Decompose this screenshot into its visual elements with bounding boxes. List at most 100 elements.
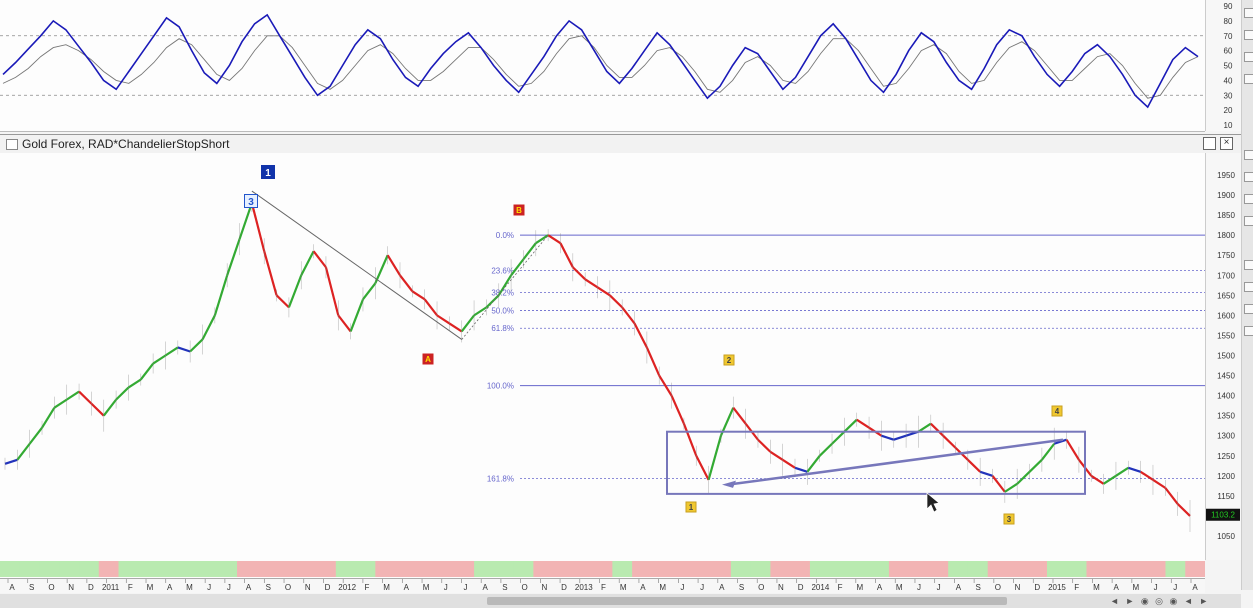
fib-level-label: 50.0% <box>491 307 514 316</box>
price-segment <box>991 475 1006 493</box>
toolbar-button[interactable] <box>1244 304 1253 314</box>
band-green-segment <box>138 561 159 577</box>
date-tick-label: J <box>917 583 921 592</box>
trend-line <box>251 190 463 340</box>
toolbar-button[interactable] <box>1244 52 1253 62</box>
fib-level-label: 61.8% <box>491 324 514 333</box>
price-segment <box>411 290 426 301</box>
band-red-segment <box>1027 561 1048 577</box>
price-segment <box>769 450 784 461</box>
date-tick-label: M <box>1093 583 1100 592</box>
scrollbar-thumb[interactable] <box>487 597 1007 605</box>
price-segment <box>238 202 253 240</box>
date-tick-label: M <box>147 583 154 592</box>
price-tick-label: 1850 <box>1217 211 1235 220</box>
date-tick-label: 2011 <box>102 583 120 592</box>
toolbar-button[interactable] <box>1244 194 1253 204</box>
horizontal-scrollbar[interactable]: ◄ ► ◉ ◎ ◉ ◄ ► <box>0 594 1241 608</box>
band-green-segment <box>967 561 989 577</box>
scroll-buttons[interactable]: ◄ ► ◉ ◎ ◉ ◄ ► <box>1110 596 1211 606</box>
fib-level-label: 161.8% <box>487 475 514 484</box>
price-segment <box>28 427 43 445</box>
wave-label-box <box>244 194 258 208</box>
price-segment <box>917 422 932 433</box>
toolbar-button[interactable] <box>1244 150 1253 160</box>
band-green-segment <box>750 561 771 577</box>
oscillator-tick-label: 40 <box>1224 76 1233 85</box>
price-segment <box>658 374 673 397</box>
band-red-segment <box>711 561 732 577</box>
oscillator-pane[interactable] <box>0 0 1205 132</box>
band-red-segment <box>1145 561 1166 577</box>
arrow-line <box>727 438 1064 486</box>
price-segment <box>177 346 191 353</box>
band-green-segment <box>217 561 238 577</box>
price-segment <box>90 402 105 417</box>
band-red-segment <box>888 561 910 577</box>
date-tick-label: 2013 <box>575 583 593 592</box>
toolbar-button[interactable] <box>1244 282 1253 292</box>
toolbar-button[interactable] <box>1244 326 1253 336</box>
date-tick-label: A <box>640 583 646 592</box>
price-segment <box>609 294 623 309</box>
date-tick-label: 2015 <box>1048 583 1066 592</box>
band-red-segment <box>632 561 653 577</box>
price-pane[interactable]: 0.0% 23.6% 38.2% 50.0% 61.8% 100.0% 161.8% 3 1 B A… <box>0 153 1205 560</box>
price-segment <box>189 338 204 353</box>
band-red-segment <box>414 561 436 577</box>
toolbar-button[interactable] <box>1244 260 1253 270</box>
date-tick-label: M <box>1133 583 1140 592</box>
pane-checkbox[interactable] <box>6 139 18 150</box>
oscillator-axis: 90 80 70 60 50 40 30 20 10 <box>1205 0 1242 131</box>
date-tick-label: A <box>167 583 173 592</box>
price-segment <box>1140 470 1154 481</box>
price-segment <box>1065 439 1080 461</box>
maximize-icon[interactable] <box>1203 137 1216 150</box>
price-segment <box>843 418 858 433</box>
price-segment <box>386 254 401 276</box>
wave-label-text: 3 <box>1007 515 1012 524</box>
band-green-segment <box>335 561 357 577</box>
date-tick-label: O <box>285 583 291 592</box>
price-segment <box>399 274 414 292</box>
band-red-segment <box>651 561 673 577</box>
oscillator-tick-label: 60 <box>1224 47 1233 56</box>
date-tick-label: M <box>896 583 903 592</box>
price-segment <box>1090 474 1105 485</box>
price-segment <box>362 282 377 301</box>
date-tick-label: 2014 <box>811 583 829 592</box>
wave-label-box <box>422 353 434 365</box>
oscillator-series-line <box>2 35 1199 99</box>
date-tick-label: M <box>383 583 390 592</box>
date-tick-label: O <box>48 583 54 592</box>
date-tick-label: F <box>1074 583 1079 592</box>
oscillator-tick-label: 70 <box>1224 32 1233 41</box>
oscillator-tick-label: 10 <box>1224 121 1233 130</box>
band-green-segment <box>730 561 752 577</box>
date-axis: A S O N D 2011 F M A M J J A S O N D 2012 F M A M J J A S O N D 2013 F… <box>0 578 1205 593</box>
date-tick-label: F <box>128 583 133 592</box>
band-green-segment <box>177 561 199 577</box>
price-tick-label: 1400 <box>1217 392 1235 401</box>
price-segment <box>53 398 68 409</box>
band-green-segment <box>829 561 850 577</box>
date-tick-label: D <box>561 583 567 592</box>
wave-label-box <box>261 165 275 179</box>
date-tick-label: O <box>758 583 764 592</box>
band-green-segment <box>118 561 139 577</box>
toolbar-button[interactable] <box>1244 172 1253 182</box>
date-tick-label: J <box>207 583 211 592</box>
toolbar-button[interactable] <box>1244 30 1253 40</box>
price-tick-label: 1650 <box>1217 291 1235 300</box>
toolbar-button[interactable] <box>1244 216 1253 226</box>
toolbar-button[interactable] <box>1244 8 1253 18</box>
price-segment <box>374 254 389 284</box>
date-tick-label: S <box>266 583 271 592</box>
toolbar-button[interactable] <box>1244 74 1253 84</box>
date-tick-label: F <box>838 583 843 592</box>
wave-label-box <box>685 501 697 513</box>
price-tick-label: 1700 <box>1217 271 1235 280</box>
close-icon[interactable]: × <box>1220 137 1233 150</box>
fib-level-label: 38.2% <box>491 289 514 298</box>
chart-title: Gold Forex, RAD*ChandelierStopShort <box>22 137 230 151</box>
